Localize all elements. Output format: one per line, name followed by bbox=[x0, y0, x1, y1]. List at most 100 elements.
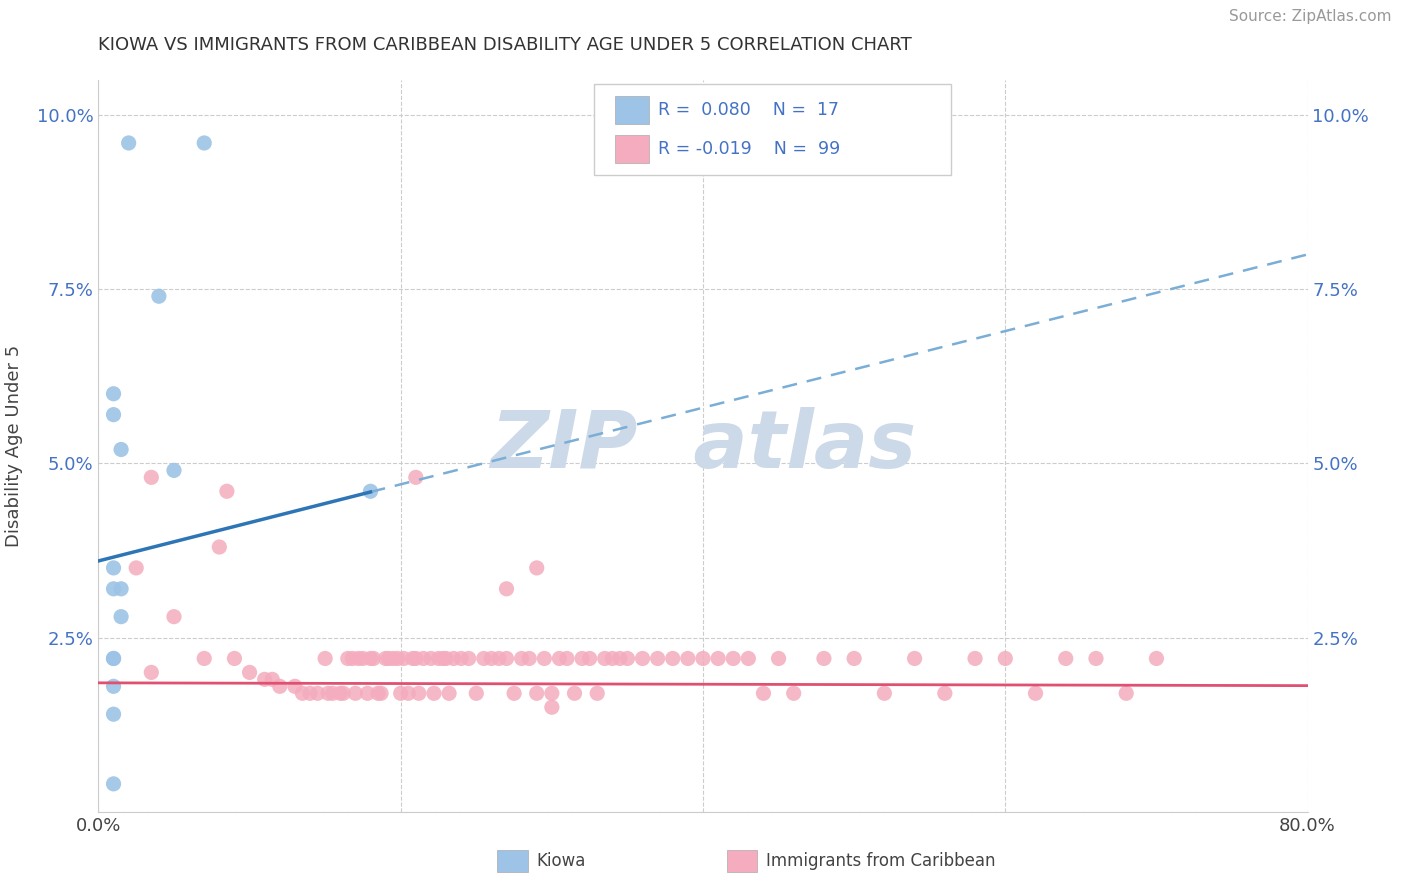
Point bbox=[316, 686, 339, 700]
Point bbox=[465, 686, 488, 700]
Point bbox=[631, 651, 654, 665]
Point bbox=[555, 651, 578, 665]
Point bbox=[517, 651, 540, 665]
Point bbox=[322, 686, 344, 700]
Point bbox=[420, 651, 443, 665]
Point bbox=[432, 651, 454, 665]
Point bbox=[103, 561, 125, 575]
Point bbox=[437, 686, 460, 700]
Point bbox=[609, 651, 631, 665]
Point bbox=[934, 686, 956, 700]
Point bbox=[360, 651, 382, 665]
Point bbox=[737, 651, 759, 665]
Point bbox=[495, 582, 517, 596]
Point bbox=[495, 651, 517, 665]
Point bbox=[118, 136, 141, 150]
Point bbox=[253, 673, 276, 687]
Point bbox=[661, 651, 683, 665]
Point bbox=[299, 686, 322, 700]
Point bbox=[676, 651, 699, 665]
Point bbox=[533, 651, 555, 665]
Point bbox=[1085, 651, 1108, 665]
Point bbox=[389, 686, 412, 700]
Point bbox=[752, 686, 775, 700]
Point bbox=[405, 470, 427, 484]
Point bbox=[571, 651, 593, 665]
Point bbox=[193, 651, 215, 665]
Point bbox=[481, 651, 503, 665]
Point bbox=[510, 651, 533, 665]
Point bbox=[768, 651, 790, 665]
Point bbox=[396, 686, 419, 700]
Point bbox=[374, 651, 396, 665]
FancyBboxPatch shape bbox=[595, 84, 950, 176]
FancyBboxPatch shape bbox=[614, 96, 648, 124]
Point bbox=[723, 651, 745, 665]
Point bbox=[103, 386, 125, 401]
Point bbox=[141, 665, 163, 680]
Point bbox=[783, 686, 806, 700]
Point bbox=[994, 651, 1017, 665]
Point bbox=[392, 651, 415, 665]
Point bbox=[262, 673, 284, 687]
Point bbox=[1024, 686, 1046, 700]
Point bbox=[707, 651, 730, 665]
Point bbox=[813, 651, 835, 665]
Point bbox=[314, 651, 336, 665]
Point bbox=[329, 686, 352, 700]
Point bbox=[103, 777, 125, 791]
Point bbox=[110, 442, 132, 457]
Point bbox=[356, 686, 378, 700]
Y-axis label: Disability Age Under 5: Disability Age Under 5 bbox=[4, 345, 22, 547]
Point bbox=[602, 651, 624, 665]
Point bbox=[503, 686, 526, 700]
Point bbox=[103, 651, 125, 665]
Point bbox=[457, 651, 479, 665]
Point bbox=[377, 651, 399, 665]
Point bbox=[342, 651, 364, 665]
Point bbox=[443, 651, 465, 665]
Point bbox=[412, 651, 434, 665]
Text: Kiowa: Kiowa bbox=[536, 853, 585, 871]
Point bbox=[193, 136, 215, 150]
Point bbox=[382, 651, 405, 665]
Point bbox=[344, 686, 367, 700]
Point bbox=[692, 651, 714, 665]
Point bbox=[1054, 651, 1077, 665]
Point bbox=[387, 651, 409, 665]
Bar bbox=[498, 850, 527, 872]
Point bbox=[965, 651, 987, 665]
Point bbox=[163, 463, 186, 477]
Point bbox=[405, 651, 427, 665]
Point bbox=[904, 651, 927, 665]
Point bbox=[526, 686, 548, 700]
Point bbox=[239, 665, 262, 680]
Point bbox=[593, 651, 616, 665]
Point bbox=[103, 707, 125, 722]
Point bbox=[336, 651, 359, 665]
Point bbox=[360, 484, 382, 499]
Point bbox=[224, 651, 246, 665]
Point bbox=[163, 609, 186, 624]
Point bbox=[332, 686, 354, 700]
Point bbox=[586, 686, 609, 700]
Point bbox=[141, 470, 163, 484]
Text: Immigrants from Caribbean: Immigrants from Caribbean bbox=[766, 853, 995, 871]
Point bbox=[402, 651, 425, 665]
Point bbox=[103, 679, 125, 693]
Bar bbox=[727, 850, 758, 872]
Point bbox=[307, 686, 329, 700]
Point bbox=[103, 651, 125, 665]
Point bbox=[450, 651, 472, 665]
Point bbox=[427, 651, 450, 665]
Point bbox=[540, 686, 562, 700]
Point bbox=[110, 609, 132, 624]
Point bbox=[873, 686, 896, 700]
Point bbox=[208, 540, 231, 554]
Point bbox=[472, 651, 495, 665]
Text: R =  0.080    N =  17: R = 0.080 N = 17 bbox=[658, 102, 839, 120]
Text: ZIP  atlas: ZIP atlas bbox=[489, 407, 917, 485]
Point bbox=[347, 651, 370, 665]
Point bbox=[548, 651, 571, 665]
Point bbox=[110, 582, 132, 596]
